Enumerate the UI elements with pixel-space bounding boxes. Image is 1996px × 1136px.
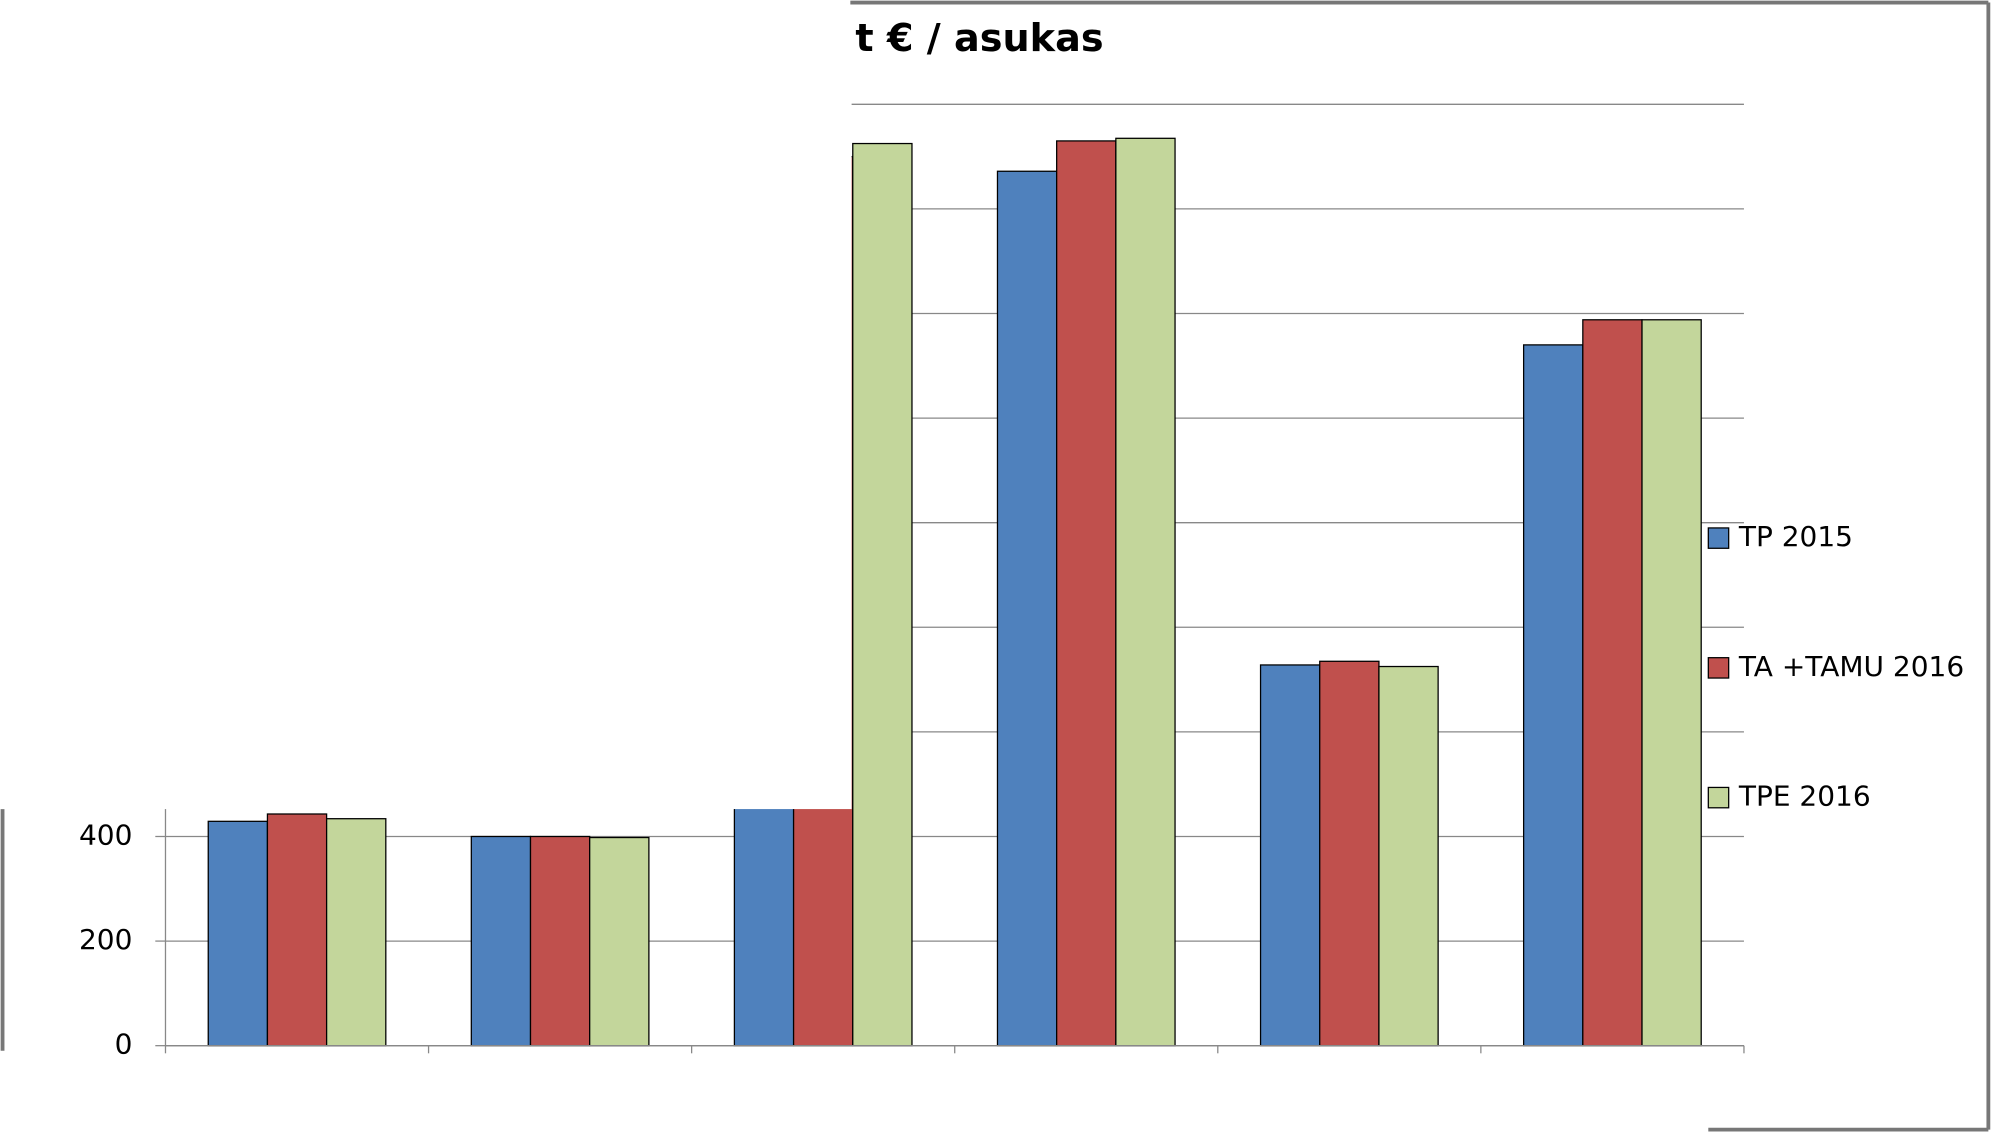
legend-label: TPE 2016 — [1738, 780, 1871, 813]
bar — [1522, 344, 1584, 1047]
bar — [266, 813, 328, 1047]
legend-label: TA +TAMU 2016 — [1738, 650, 1964, 683]
bar — [1641, 319, 1702, 1047]
bar — [470, 835, 532, 1047]
occluder — [0, 0, 852, 810]
y-tick-label: 200 — [79, 923, 132, 956]
bar — [1115, 137, 1176, 1047]
bar — [1378, 665, 1439, 1047]
y-tick-label: 400 — [79, 818, 132, 851]
legend-swatch — [1707, 527, 1730, 549]
bar — [996, 170, 1058, 1047]
bar — [1259, 664, 1321, 1047]
legend-label: TP 2015 — [1738, 520, 1853, 553]
bar — [529, 835, 591, 1047]
bar — [1582, 319, 1643, 1047]
bar — [207, 820, 269, 1047]
legend-swatch — [1707, 657, 1730, 679]
bar — [325, 818, 387, 1047]
chart-title: t € / asukas — [855, 17, 1103, 61]
bar — [1056, 140, 1117, 1047]
y-tick-label: 0 — [115, 1028, 133, 1061]
legend-swatch — [1707, 786, 1730, 809]
bar — [1319, 660, 1380, 1047]
bar — [852, 142, 913, 1047]
bar — [589, 836, 650, 1047]
